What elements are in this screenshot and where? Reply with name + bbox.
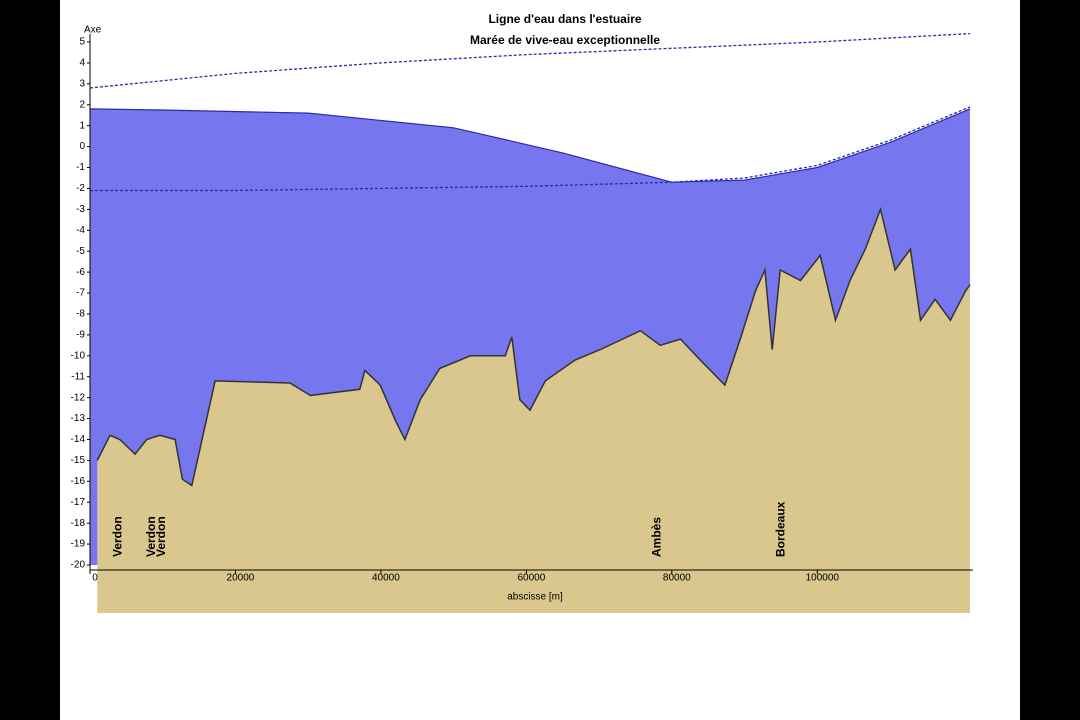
annotation: Verdon bbox=[144, 516, 158, 557]
profile-line bbox=[96, 206, 971, 487]
x-tick-label: 0 bbox=[92, 573, 98, 584]
y-tick-label: -3 bbox=[76, 204, 85, 215]
y-tick-label: -14 bbox=[71, 434, 86, 445]
y-tick-label: -6 bbox=[76, 267, 85, 278]
y-tick-label: 2 bbox=[79, 99, 85, 110]
y-tick-label: 1 bbox=[79, 120, 85, 131]
annotation: Ambès bbox=[649, 517, 663, 557]
surface-line bbox=[89, 108, 971, 183]
y-tick-label: -4 bbox=[76, 225, 85, 236]
x-tick-label: 60000 bbox=[517, 573, 545, 584]
dashed-line bbox=[90, 106, 971, 192]
y-tick-label: -16 bbox=[71, 476, 86, 487]
y-tick-label: -12 bbox=[71, 392, 86, 403]
y-axis-label: Axe bbox=[84, 25, 102, 36]
y-tick-label: -18 bbox=[71, 518, 86, 529]
x-tick-label: 40000 bbox=[372, 573, 400, 584]
chart-subtitle: Marée de vive-eau exceptionnelle bbox=[470, 33, 660, 47]
chart-title: Ligne d'eau dans l'estuaire bbox=[488, 12, 641, 26]
y-tick-label: -20 bbox=[71, 560, 86, 571]
y-tick-label: -9 bbox=[76, 330, 85, 341]
annotation: Verdon bbox=[110, 516, 124, 557]
y-tick-label: -17 bbox=[71, 497, 86, 508]
y-tick-label: -7 bbox=[76, 288, 85, 299]
x-axis-label: abscisse [m] bbox=[507, 592, 563, 603]
y-tick-label: 3 bbox=[79, 78, 85, 89]
y-tick-label: -8 bbox=[76, 309, 85, 320]
y-tick-label: -10 bbox=[71, 350, 86, 361]
x-tick-label: 20000 bbox=[227, 573, 255, 584]
y-tick-label: 4 bbox=[79, 58, 85, 69]
y-tick-label: -1 bbox=[76, 162, 85, 173]
y-tick-label: -11 bbox=[71, 371, 85, 382]
x-tick-label: 100000 bbox=[806, 573, 840, 584]
y-tick-label: -19 bbox=[71, 539, 86, 550]
y-tick-label: -13 bbox=[71, 413, 86, 424]
annotation: Verdon bbox=[154, 516, 168, 557]
y-tick-label: -15 bbox=[71, 455, 86, 466]
annotation: Bordeaux bbox=[774, 501, 788, 557]
dashed-line bbox=[89, 32, 971, 89]
y-tick-label: -2 bbox=[76, 183, 85, 194]
x-tick-label: 80000 bbox=[663, 573, 691, 584]
plot: 5 4 3 2 1 0 -1 -2 -3 -4 -5 -6 -7 -8 -9 -10 -11 -12 -13 -14 -… bbox=[71, 32, 973, 613]
y-tick-label: -5 bbox=[76, 246, 85, 257]
y-tick-label: 5 bbox=[79, 37, 85, 48]
y-tick-label: 0 bbox=[79, 141, 85, 152]
area bbox=[97, 209, 971, 613]
